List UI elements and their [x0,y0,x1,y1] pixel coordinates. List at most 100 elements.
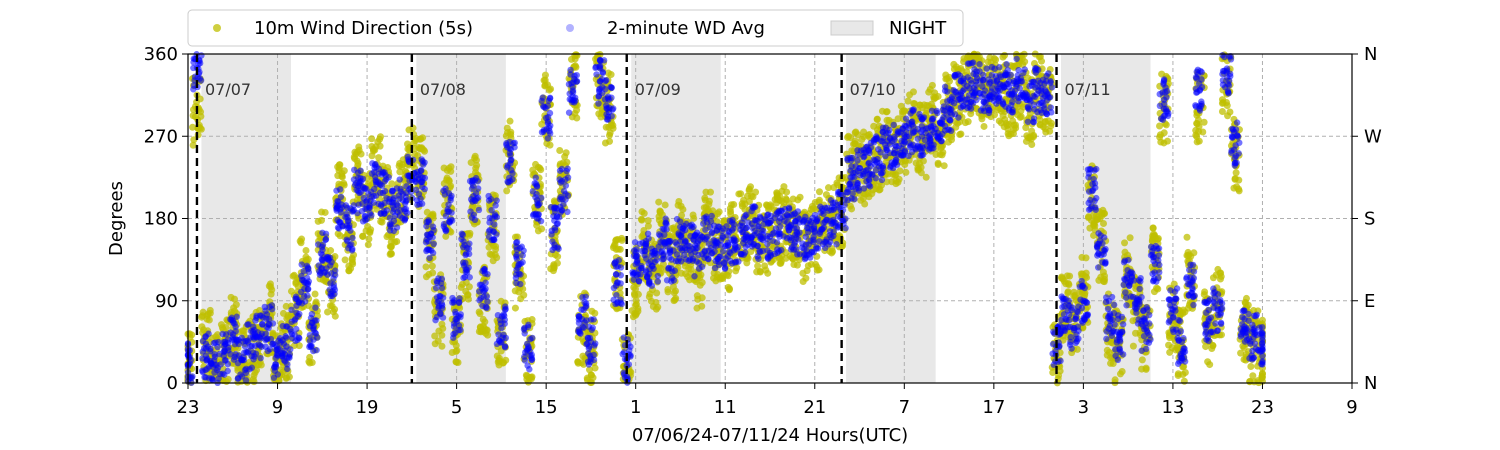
wind-direction-point [948,133,956,141]
wind-direction-point [1224,112,1232,120]
wind-direction-point [506,117,514,125]
wind-direction-point [204,310,212,318]
wd-avg-point [293,302,300,309]
wd-avg-point [644,230,652,237]
wd-avg-point [490,227,497,235]
wind-direction-point [573,106,581,114]
wd-avg-point [610,105,617,112]
wind-direction-point [1124,251,1132,259]
wind-direction-point [815,188,823,196]
wind-direction-point [701,194,709,202]
wd-avg-point [614,263,621,270]
wd-avg-point [484,298,491,305]
wd-avg-point [421,159,428,166]
wind-direction-point [511,304,519,312]
wind-direction-point [230,295,238,303]
wind-direction-point [654,303,662,311]
wd-avg-point [294,336,301,344]
wd-avg-point [216,350,223,358]
wind-direction-point [1028,140,1036,148]
wd-avg-point [497,320,504,327]
wd-avg-point [266,303,273,311]
wd-avg-point [607,83,614,91]
wd-avg-point [430,240,437,248]
wind-direction-point [1157,138,1165,146]
wind-direction-point [324,308,332,316]
wd-avg-point [265,321,273,328]
wd-avg-point [255,341,262,348]
wd-avg-point [546,95,554,102]
wd-avg-point [646,279,653,287]
wd-avg-point [563,167,570,175]
wind-direction-point [672,287,680,295]
wd-avg-point [631,239,639,246]
wind-direction-point [771,195,779,203]
wind-direction-point [1073,345,1081,353]
wind-direction-point [671,296,679,304]
wind-direction-point [956,131,964,139]
wind-direction-point [295,342,303,350]
wind-direction-point [267,283,275,291]
wind-direction-point [1192,126,1200,134]
wind-direction-point [1062,280,1070,288]
wd-avg-point [397,185,404,193]
wd-avg-point [557,208,564,216]
wd-avg-point [472,190,480,197]
wind-direction-point [231,307,239,315]
wd-avg-point [337,193,345,201]
wind-direction-point [193,98,201,106]
wd-avg-point [425,237,432,245]
wind-direction-point [481,318,489,326]
wind-direction-point [1126,234,1134,242]
wd-avg-point [591,342,598,349]
wd-avg-point [532,211,539,218]
wd-avg-point [319,241,327,248]
wind-direction-point [431,340,439,348]
wind-direction-point [587,371,595,379]
wd-avg-point [529,334,536,342]
wd-avg-point [617,272,625,279]
wd-avg-point [438,284,446,292]
wind-direction-point [1183,251,1191,259]
wind-direction-point [892,177,900,185]
wind-direction-point [780,183,788,191]
wind-direction-point [200,326,208,334]
wd-avg-point [602,77,609,85]
wd-avg-point [479,267,486,275]
wd-avg-point [372,177,379,184]
wd-avg-point [390,194,397,202]
wd-avg-point [322,230,330,238]
wd-avg-point [202,333,209,341]
wd-avg-point [209,363,217,370]
wd-avg-point [388,188,396,195]
wind-direction-point [1240,355,1248,363]
wd-avg-point [190,82,198,89]
wind-direction-point [350,153,358,161]
wind-direction-point [368,135,376,143]
wind-direction-point [906,91,914,99]
wd-avg-point [546,109,554,117]
wd-avg-point [457,326,464,334]
wind-direction-point [1242,294,1250,302]
wind-direction-point [848,205,856,213]
wind-direction-point [1018,54,1026,62]
wind-direction-point [790,261,798,269]
wind-direction-point [329,308,337,316]
wd-avg-point [243,348,250,356]
wind-direction-point [1118,368,1126,376]
wind-direction-point [802,274,810,282]
wd-avg-point [362,185,370,192]
wind-direction-point [1058,273,1066,281]
wd-avg-point [354,174,362,182]
wind-direction-point [1129,342,1137,350]
wd-avg-point [252,317,259,324]
wd-avg-point [468,185,476,192]
wind-direction-point [454,359,462,367]
wd-avg-point [509,176,516,183]
wd-avg-point [501,306,509,314]
wind-direction-point [696,281,704,289]
wind-direction-point [896,167,904,175]
wd-avg-point [494,311,502,319]
wd-avg-point [227,316,234,323]
wd-avg-point [429,223,437,230]
